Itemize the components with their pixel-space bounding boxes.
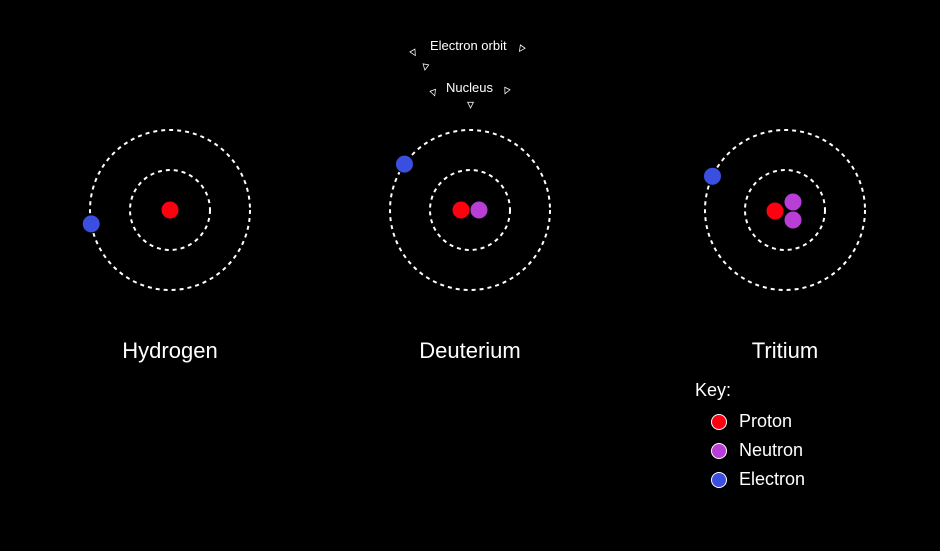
electron-orbit-annotation: Electron orbit bbox=[430, 38, 507, 53]
atom-deuterium-svg bbox=[360, 100, 580, 320]
arrow-orbit-left2: ▿ bbox=[421, 58, 431, 76]
legend-label-electron: Electron bbox=[739, 469, 805, 490]
legend: Key: Proton Neutron Electron bbox=[695, 380, 805, 498]
nucleus-annotation: Nucleus bbox=[446, 80, 493, 95]
legend-label-neutron: Neutron bbox=[739, 440, 803, 461]
atom-hydrogen-svg bbox=[60, 100, 280, 320]
arrow-orbit-left: ▿ bbox=[406, 43, 421, 61]
atom-deuterium-label: Deuterium bbox=[419, 338, 520, 364]
arrow-nucleus-left: ▿ bbox=[427, 83, 439, 101]
arrow-nucleus-down: ▿ bbox=[467, 96, 474, 113]
legend-row-neutron: Neutron bbox=[695, 440, 805, 461]
atom-hydrogen-label: Hydrogen bbox=[122, 338, 217, 364]
legend-row-proton: Proton bbox=[695, 411, 805, 432]
legend-swatch-neutron bbox=[711, 443, 727, 459]
atom-deuterium: Deuterium bbox=[360, 100, 580, 364]
electron-orbit-text: Electron orbit bbox=[430, 38, 507, 53]
legend-title: Key: bbox=[695, 380, 805, 401]
legend-swatch-proton bbox=[711, 414, 727, 430]
atom-tritium-label: Tritium bbox=[752, 338, 818, 364]
legend-label-proton: Proton bbox=[739, 411, 792, 432]
atom-tritium-svg bbox=[675, 100, 895, 320]
legend-swatch-electron bbox=[711, 472, 727, 488]
arrow-nucleus-right: ▿ bbox=[500, 81, 514, 99]
nucleus-text: Nucleus bbox=[446, 80, 493, 95]
arrow-orbit-right: ▿ bbox=[514, 40, 530, 58]
atom-hydrogen: Hydrogen bbox=[60, 100, 280, 364]
atom-tritium: Tritium bbox=[675, 100, 895, 364]
legend-row-electron: Electron bbox=[695, 469, 805, 490]
